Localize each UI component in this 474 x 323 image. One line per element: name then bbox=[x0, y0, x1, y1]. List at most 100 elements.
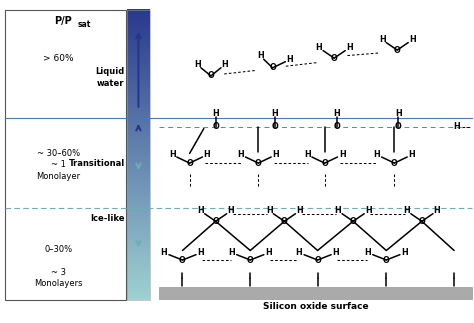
Bar bbox=[127, 105, 150, 106]
Text: O: O bbox=[419, 217, 425, 226]
Bar bbox=[127, 125, 150, 127]
Bar bbox=[127, 217, 150, 219]
Bar bbox=[127, 296, 150, 297]
Bar bbox=[127, 165, 150, 166]
Text: O: O bbox=[350, 217, 356, 226]
Bar bbox=[127, 137, 150, 138]
Bar bbox=[127, 140, 150, 141]
Text: O: O bbox=[333, 122, 340, 131]
Bar bbox=[127, 16, 150, 18]
Bar bbox=[127, 73, 150, 74]
Bar bbox=[127, 135, 150, 137]
Bar bbox=[127, 51, 150, 53]
Bar bbox=[127, 83, 150, 85]
Bar bbox=[127, 67, 150, 69]
Bar bbox=[127, 46, 150, 47]
Text: H: H bbox=[339, 150, 346, 159]
Bar bbox=[127, 182, 150, 183]
Text: H: H bbox=[265, 248, 272, 257]
Bar bbox=[127, 172, 150, 173]
Bar bbox=[127, 89, 150, 90]
Bar bbox=[127, 104, 150, 105]
Text: O: O bbox=[321, 159, 328, 168]
Bar bbox=[127, 97, 150, 98]
Bar bbox=[127, 208, 150, 210]
Text: O: O bbox=[247, 255, 254, 265]
Bar bbox=[127, 197, 150, 198]
Bar bbox=[127, 282, 150, 283]
Text: O: O bbox=[212, 122, 219, 131]
Text: O: O bbox=[391, 159, 398, 168]
Bar bbox=[127, 14, 150, 16]
Bar bbox=[127, 258, 150, 259]
Bar bbox=[127, 297, 150, 298]
Text: O: O bbox=[255, 159, 262, 168]
Text: H: H bbox=[374, 150, 380, 159]
Bar bbox=[127, 261, 150, 263]
Bar bbox=[127, 106, 150, 107]
Bar bbox=[127, 123, 150, 124]
Text: H: H bbox=[296, 206, 303, 215]
Bar bbox=[127, 115, 150, 116]
Bar bbox=[127, 175, 150, 177]
Bar bbox=[127, 260, 150, 262]
Bar bbox=[127, 224, 150, 225]
Text: H: H bbox=[194, 60, 201, 69]
Text: H: H bbox=[335, 206, 341, 215]
Bar bbox=[127, 59, 150, 61]
Bar bbox=[127, 78, 150, 80]
Bar bbox=[127, 68, 150, 70]
Bar bbox=[127, 12, 150, 13]
Bar bbox=[127, 236, 150, 238]
Bar bbox=[127, 129, 150, 130]
Bar bbox=[127, 181, 150, 182]
Bar bbox=[127, 206, 150, 207]
Text: H: H bbox=[287, 55, 293, 64]
Bar bbox=[127, 267, 150, 269]
Text: Transitional: Transitional bbox=[68, 159, 125, 168]
Bar bbox=[127, 180, 150, 181]
Text: H: H bbox=[453, 122, 460, 131]
Bar bbox=[127, 273, 150, 274]
Bar bbox=[127, 229, 150, 230]
Bar bbox=[127, 149, 150, 151]
Bar bbox=[127, 48, 150, 49]
Text: O: O bbox=[269, 63, 276, 72]
Text: O: O bbox=[186, 159, 193, 168]
Text: > 60%: > 60% bbox=[43, 54, 73, 63]
Bar bbox=[127, 192, 150, 194]
Bar bbox=[127, 72, 150, 73]
Text: H: H bbox=[197, 206, 204, 215]
Bar bbox=[127, 291, 150, 292]
Bar bbox=[127, 281, 150, 282]
Text: H: H bbox=[333, 109, 340, 118]
Bar bbox=[127, 268, 150, 270]
Bar bbox=[127, 155, 150, 156]
Bar bbox=[127, 117, 150, 119]
Bar bbox=[127, 47, 150, 48]
Bar bbox=[127, 133, 150, 135]
Text: H: H bbox=[228, 248, 235, 257]
Bar bbox=[127, 45, 150, 46]
Bar bbox=[127, 114, 150, 115]
Text: O: O bbox=[208, 71, 214, 80]
Text: H: H bbox=[169, 150, 175, 159]
Bar bbox=[127, 239, 150, 240]
Text: 0–30%

~ 3
Monolayers: 0–30% ~ 3 Monolayers bbox=[34, 245, 82, 288]
Bar bbox=[127, 102, 150, 104]
Bar bbox=[127, 184, 150, 186]
Bar bbox=[127, 32, 150, 34]
Bar bbox=[127, 132, 150, 133]
Bar bbox=[127, 245, 150, 247]
Bar bbox=[127, 34, 150, 36]
Bar bbox=[127, 113, 150, 114]
Bar bbox=[127, 13, 150, 14]
Bar bbox=[127, 299, 150, 300]
Text: H: H bbox=[434, 206, 440, 215]
Bar bbox=[127, 191, 150, 193]
Bar bbox=[127, 78, 150, 79]
Bar bbox=[127, 80, 150, 81]
Bar bbox=[127, 27, 150, 29]
Bar bbox=[127, 190, 150, 191]
Bar bbox=[127, 210, 150, 212]
